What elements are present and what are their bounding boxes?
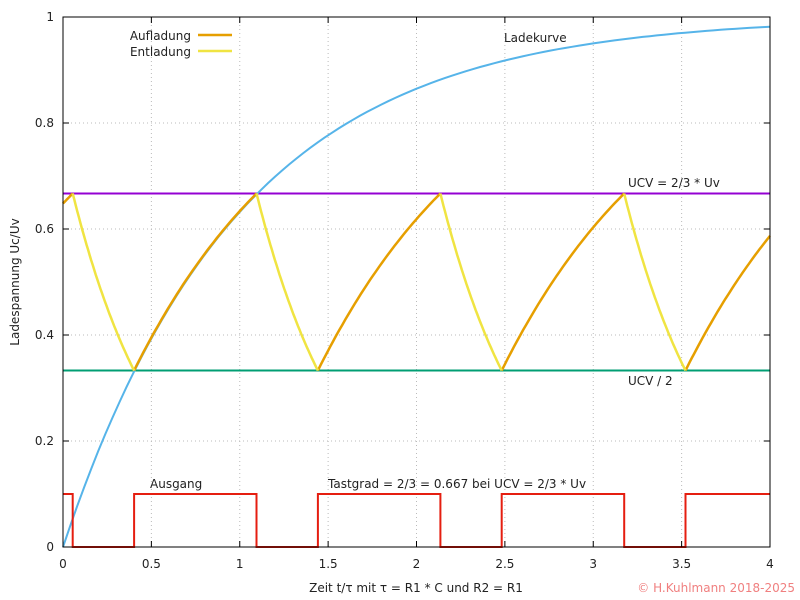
- x-tick-label: 2: [413, 557, 421, 571]
- grid: [63, 17, 770, 547]
- label-ladekurve: Ladekurve: [504, 31, 567, 45]
- x-tick-label: 1.5: [319, 557, 338, 571]
- segment-aufladung: [61, 192, 74, 205]
- segment-entladung: [439, 193, 503, 372]
- x-tick-label: 4: [766, 557, 774, 571]
- legend: Aufladung Entladung: [130, 29, 232, 59]
- series-layer: [61, 25, 771, 548]
- line-ladekurve: [62, 25, 771, 548]
- x-tick-label: 2.5: [495, 557, 514, 571]
- segment-aufladung: [132, 192, 258, 372]
- segment-entladung: [622, 193, 687, 372]
- label-ausgang: Ausgang: [150, 477, 202, 491]
- x-tick-label: 0: [59, 557, 67, 571]
- y-tick-label: 0.4: [35, 328, 54, 342]
- segment-aufladung: [500, 192, 626, 372]
- label-tastgrad: Tastgrad = 2/3 = 0.667 bei UCV = 2/3 * U…: [327, 477, 586, 491]
- segment-aufladung: [316, 192, 442, 372]
- label-ucv-high: UCV = 2/3 * Uv: [628, 176, 720, 190]
- segment-entladung: [255, 193, 320, 372]
- legend-label-aufladung: Aufladung: [130, 29, 191, 43]
- segment-aufladung: [684, 235, 771, 372]
- x-tick-label: 3: [589, 557, 597, 571]
- segment-entladung: [71, 193, 136, 372]
- y-tick-label: 0.2: [35, 434, 54, 448]
- label-ucv-low: UCV / 2: [628, 374, 673, 388]
- x-tick-label: 1: [236, 557, 244, 571]
- ticks: 0 0.5 1 1.5 2 2.5 3 3.5 4 0 0.2 0.4 0.6 0.8 1: [35, 10, 774, 571]
- y-tick-label: 0.8: [35, 116, 54, 130]
- y-axis-label: Ladespannung Uc/Uv: [8, 218, 22, 345]
- x-tick-label: 0.5: [142, 557, 161, 571]
- copyright: © H.Kuhlmann 2018-2025: [637, 581, 795, 595]
- y-tick-label: 0: [46, 540, 54, 554]
- x-tick-label: 3.5: [672, 557, 691, 571]
- y-tick-label: 0.6: [35, 222, 54, 236]
- y-tick-label: 1: [46, 10, 54, 24]
- legend-label-entladung: Entladung: [130, 45, 191, 59]
- x-axis-label: Zeit t/τ mit τ = R1 * C und R2 = R1: [309, 581, 523, 595]
